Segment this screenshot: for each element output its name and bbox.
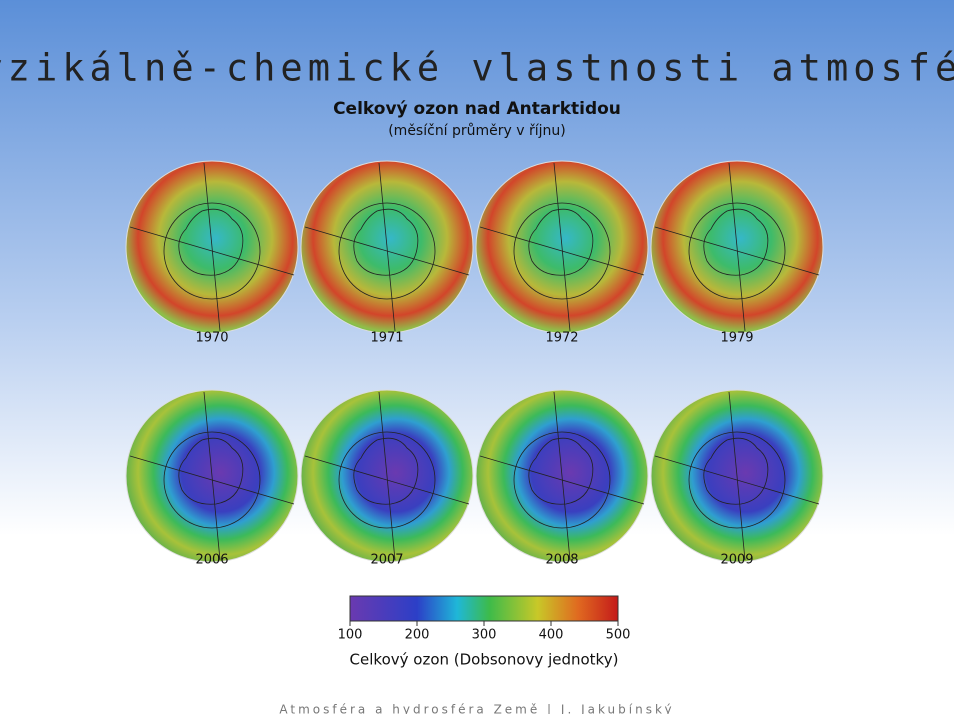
year-label: 1972 [545, 331, 578, 346]
meridian [304, 455, 470, 505]
meridian [203, 391, 221, 561]
latitude-circle [688, 202, 786, 300]
year-label: 2008 [545, 553, 578, 568]
meridian [654, 455, 820, 505]
year-label: 2006 [195, 553, 228, 568]
antarctica-outline [353, 437, 419, 505]
meridian [553, 162, 571, 332]
latitude-circle [513, 431, 611, 529]
latitude-circle [338, 202, 436, 300]
year-label: 1970 [195, 331, 228, 346]
meridian [203, 162, 221, 332]
meridian [728, 391, 746, 561]
latitude-circle [688, 431, 786, 529]
antarctica-outline [528, 208, 594, 276]
antarctica-outline [178, 437, 244, 505]
latitude-circle [163, 202, 261, 300]
colorbar-tick-label: 300 [472, 628, 497, 643]
antarctica-outline [353, 208, 419, 276]
meridian [378, 391, 396, 561]
meridian [479, 226, 645, 276]
colorbar [349, 595, 619, 622]
meridian [728, 162, 746, 332]
meridian [304, 226, 470, 276]
colorbar-tick-label: 400 [539, 628, 564, 643]
year-label: 1971 [370, 331, 403, 346]
footer: Atmosféra a hydrosféra Země | J. Jakubín… [279, 703, 674, 714]
meridian [129, 226, 295, 276]
latitude-circle [338, 431, 436, 529]
meridian [553, 391, 571, 561]
figure-subtitle: (měsíční průměry v říjnu) [388, 123, 566, 139]
year-label: 2007 [370, 553, 403, 568]
figure-title: Celkový ozon nad Antarktidou [333, 99, 621, 119]
antarctica-outline [703, 208, 769, 276]
meridian [378, 162, 396, 332]
colorbar-tick-label: 500 [606, 628, 631, 643]
meridian [654, 226, 820, 276]
latitude-circle [163, 431, 261, 529]
latitude-circle [513, 202, 611, 300]
meridian [129, 455, 295, 505]
meridian [479, 455, 645, 505]
year-label: 1979 [720, 331, 753, 346]
colorbar-tick-label: 200 [405, 628, 430, 643]
colorbar-label: Celkový ozon (Dobsonovy jednotky) [350, 651, 619, 669]
antarctica-outline [528, 437, 594, 505]
colorbar-tick-label: 100 [338, 628, 363, 643]
antarctica-outline [703, 437, 769, 505]
year-label: 2009 [720, 553, 753, 568]
slide-title: Fyzikálně-chemické vlastnosti atmosféry [0, 47, 954, 90]
antarctica-outline [178, 208, 244, 276]
